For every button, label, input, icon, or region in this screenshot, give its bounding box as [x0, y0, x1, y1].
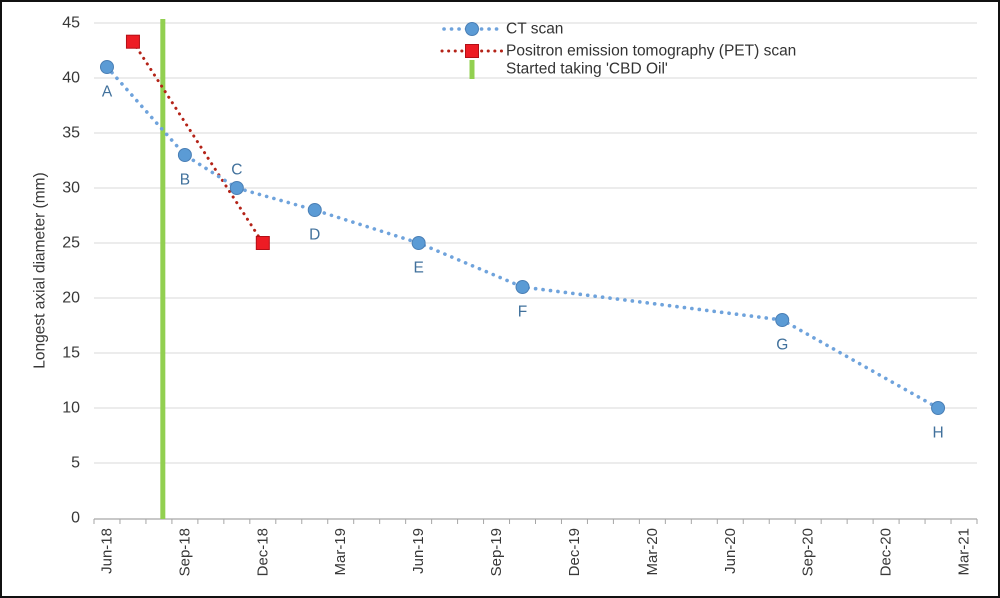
y-tick-label: 0 — [71, 510, 80, 527]
y-tick-label: 30 — [62, 180, 80, 197]
legend-cbd-line-sample — [469, 60, 475, 79]
ct-scan-point-label: E — [413, 260, 423, 277]
legend-ct-marker-sample — [465, 22, 479, 36]
y-tick-label: 15 — [62, 345, 80, 362]
ct-scan-point — [99, 60, 114, 74]
x-tick-label: Jun-19 — [410, 528, 427, 574]
x-tick-label: Dec-18 — [254, 528, 271, 576]
x-tick-label: Jun-18 — [98, 528, 115, 574]
pet-scan-point — [125, 34, 140, 49]
ct-scan-point — [515, 280, 530, 294]
x-tick-label: Sep-18 — [176, 528, 193, 576]
ct-scan-point-label: H — [932, 425, 943, 442]
ct-scan-point — [411, 236, 426, 250]
ct-scan-line — [105, 65, 940, 410]
x-tick-labels: Jun-18 Sep-18 Dec-18 Mar-19 Jun-19 Sep-19 Dec-… — [98, 528, 972, 576]
y-tick-labels: 0 5 10 15 20 25 30 35 40 45 — [62, 15, 80, 527]
ct-scan-series: A B C D E F G H — [99, 60, 946, 442]
x-tick-label: Dec-20 — [878, 528, 895, 576]
ct-scan-point — [177, 148, 192, 162]
legend-pet-marker-sample — [465, 44, 479, 58]
y-tick-label: 45 — [62, 15, 80, 32]
y-tick-label: 25 — [62, 235, 80, 252]
ct-scan-point-label: A — [102, 84, 113, 101]
x-tick-label: Sep-19 — [488, 528, 505, 576]
x-axis — [93, 518, 978, 524]
ct-scan-point-label: F — [518, 304, 527, 321]
x-tick-label: Sep-20 — [800, 528, 817, 576]
x-tick-label: Jun-20 — [722, 528, 739, 574]
ct-scan-point — [775, 313, 790, 327]
y-tick-label: 35 — [62, 125, 80, 142]
ct-scan-point — [931, 401, 946, 415]
gridlines — [94, 22, 977, 464]
y-tick-label: 10 — [62, 400, 80, 417]
pet-scan-point — [255, 236, 270, 250]
y-tick-label: 40 — [62, 70, 80, 87]
legend-label-cbd-oil: Started taking 'CBD Oil' — [506, 61, 668, 78]
y-tick-label: 5 — [71, 455, 80, 472]
ct-scan-point-label: G — [776, 337, 788, 354]
ct-scan-point — [229, 181, 244, 195]
ct-scan-point-label: C — [231, 162, 242, 179]
legend-label-ct-scan: CT scan — [506, 21, 563, 38]
pet-scan-line — [131, 40, 265, 245]
x-tick-label: Mar-19 — [332, 528, 349, 576]
ct-scan-point-label: D — [309, 227, 320, 244]
x-tick-label: Mar-20 — [644, 528, 661, 576]
y-tick-label: 20 — [62, 290, 80, 307]
y-axis-title: Longest axial diameter (mm) — [32, 172, 49, 368]
ct-scan-point-label: B — [180, 172, 190, 189]
legend: CT scan Positron emission tomography (PET… — [440, 21, 796, 79]
x-tick-label: Dec-19 — [566, 528, 583, 576]
x-tick-label: Mar-21 — [956, 528, 973, 576]
ct-scan-point — [307, 203, 322, 217]
legend-label-pet-scan: Positron emission tomography (PET) scan — [506, 43, 796, 60]
pet-scan-series — [125, 34, 270, 250]
